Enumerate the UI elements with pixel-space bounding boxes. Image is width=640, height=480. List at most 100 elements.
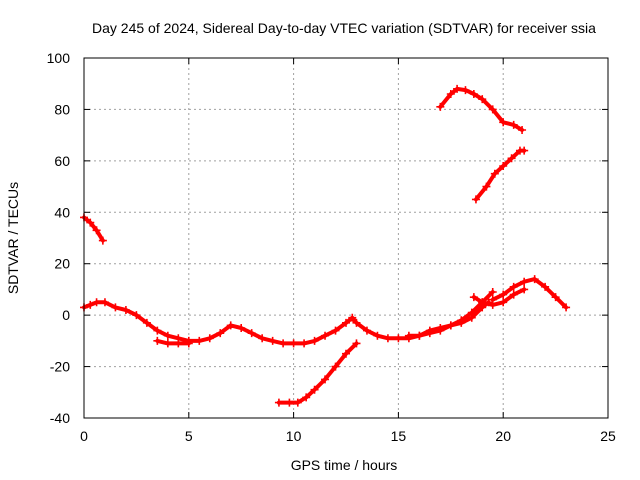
data-point <box>86 300 95 309</box>
data-point <box>541 282 550 291</box>
data-point <box>415 331 424 340</box>
x-tick-label: 0 <box>80 428 88 444</box>
data-point <box>457 316 466 325</box>
data-point <box>499 118 508 127</box>
series-arc-1 <box>80 213 107 245</box>
data-point <box>507 154 516 163</box>
data-point <box>467 308 476 317</box>
series-arc-7 <box>488 275 571 312</box>
x-tick-label: 10 <box>286 428 302 444</box>
series-line <box>438 86 525 132</box>
series-arc-8 <box>436 84 527 134</box>
data-point <box>153 336 162 345</box>
y-tick-label: 60 <box>54 153 70 169</box>
data-point <box>216 329 225 338</box>
data-point <box>446 90 455 98</box>
data-point <box>321 331 330 340</box>
series-arc-4 <box>274 339 361 407</box>
data-point <box>121 306 130 314</box>
x-tick-label: 15 <box>391 428 407 444</box>
y-tick-label: 80 <box>54 101 70 117</box>
data-point <box>274 398 283 407</box>
data-point <box>300 339 309 348</box>
data-point <box>132 311 141 320</box>
data-point <box>488 295 497 304</box>
data-point <box>436 102 445 111</box>
data-point <box>520 285 529 294</box>
data-point <box>436 326 445 335</box>
y-tick-label: 100 <box>47 50 71 66</box>
data-point <box>469 293 478 302</box>
data-point <box>237 324 246 332</box>
data-point <box>195 336 204 345</box>
y-tick-label: -40 <box>50 410 70 426</box>
data-point <box>342 349 350 358</box>
data-point <box>478 95 487 104</box>
data-point <box>247 329 256 338</box>
series-arc-9 <box>471 146 529 204</box>
data-point <box>163 339 172 348</box>
data-point <box>509 120 518 129</box>
data-point <box>174 339 183 348</box>
y-tick-label: -20 <box>50 359 70 375</box>
data-point <box>310 385 319 394</box>
series-line <box>490 277 569 310</box>
data-point <box>184 339 193 348</box>
y-tick-label: 20 <box>54 256 70 272</box>
data-point <box>488 105 497 114</box>
data-point <box>509 290 518 299</box>
series-arc-2 <box>80 298 493 348</box>
data-point <box>226 321 235 330</box>
data-point <box>520 146 529 155</box>
chart-title: Day 245 of 2024, Sidereal Day-to-day VTE… <box>92 20 596 36</box>
y-tick-label: 0 <box>62 307 70 323</box>
tick-layer: 0 5 10 15 20 25 -40 -20 0 20 40 60 80 100 <box>47 50 616 444</box>
series-line <box>471 287 527 307</box>
x-tick-label: 20 <box>495 428 511 444</box>
y-tick-label: 40 <box>54 204 70 220</box>
data-point <box>471 195 480 204</box>
data-point <box>279 339 288 348</box>
data-point <box>404 331 413 340</box>
data-point <box>98 236 107 245</box>
data-point <box>92 298 101 307</box>
data-point <box>499 290 508 299</box>
data-point <box>86 218 95 227</box>
data-point <box>153 326 162 335</box>
data-point <box>163 331 172 340</box>
data-point <box>352 318 361 327</box>
data-point <box>490 169 499 178</box>
x-tick-label: 25 <box>600 428 616 444</box>
data-point <box>111 303 120 312</box>
data-point <box>518 126 527 134</box>
data-point <box>331 326 340 335</box>
data-point <box>482 182 491 191</box>
series-line <box>82 215 105 243</box>
plot-frame <box>83 57 609 419</box>
series-line <box>276 341 359 405</box>
data-point <box>302 393 311 402</box>
data-point <box>520 277 529 286</box>
data-point <box>394 334 403 343</box>
data-point <box>509 282 518 291</box>
data-point <box>331 362 340 371</box>
data-point <box>362 326 371 335</box>
data-point <box>469 90 478 98</box>
data-point <box>425 329 434 338</box>
grid-layer <box>84 58 608 418</box>
data-point <box>352 339 361 348</box>
data-point <box>453 84 462 93</box>
series-line <box>155 338 191 346</box>
data-point <box>92 226 101 235</box>
series-arc-3 <box>153 336 193 348</box>
data-point <box>373 331 382 340</box>
data-point <box>258 334 267 343</box>
y-axis-label: SDTVAR / TECUs <box>5 182 21 294</box>
x-axis-label: GPS time / hours <box>291 457 398 473</box>
data-point <box>478 298 487 307</box>
data-point <box>562 303 571 312</box>
data-point <box>268 336 277 345</box>
data-point <box>205 334 214 343</box>
